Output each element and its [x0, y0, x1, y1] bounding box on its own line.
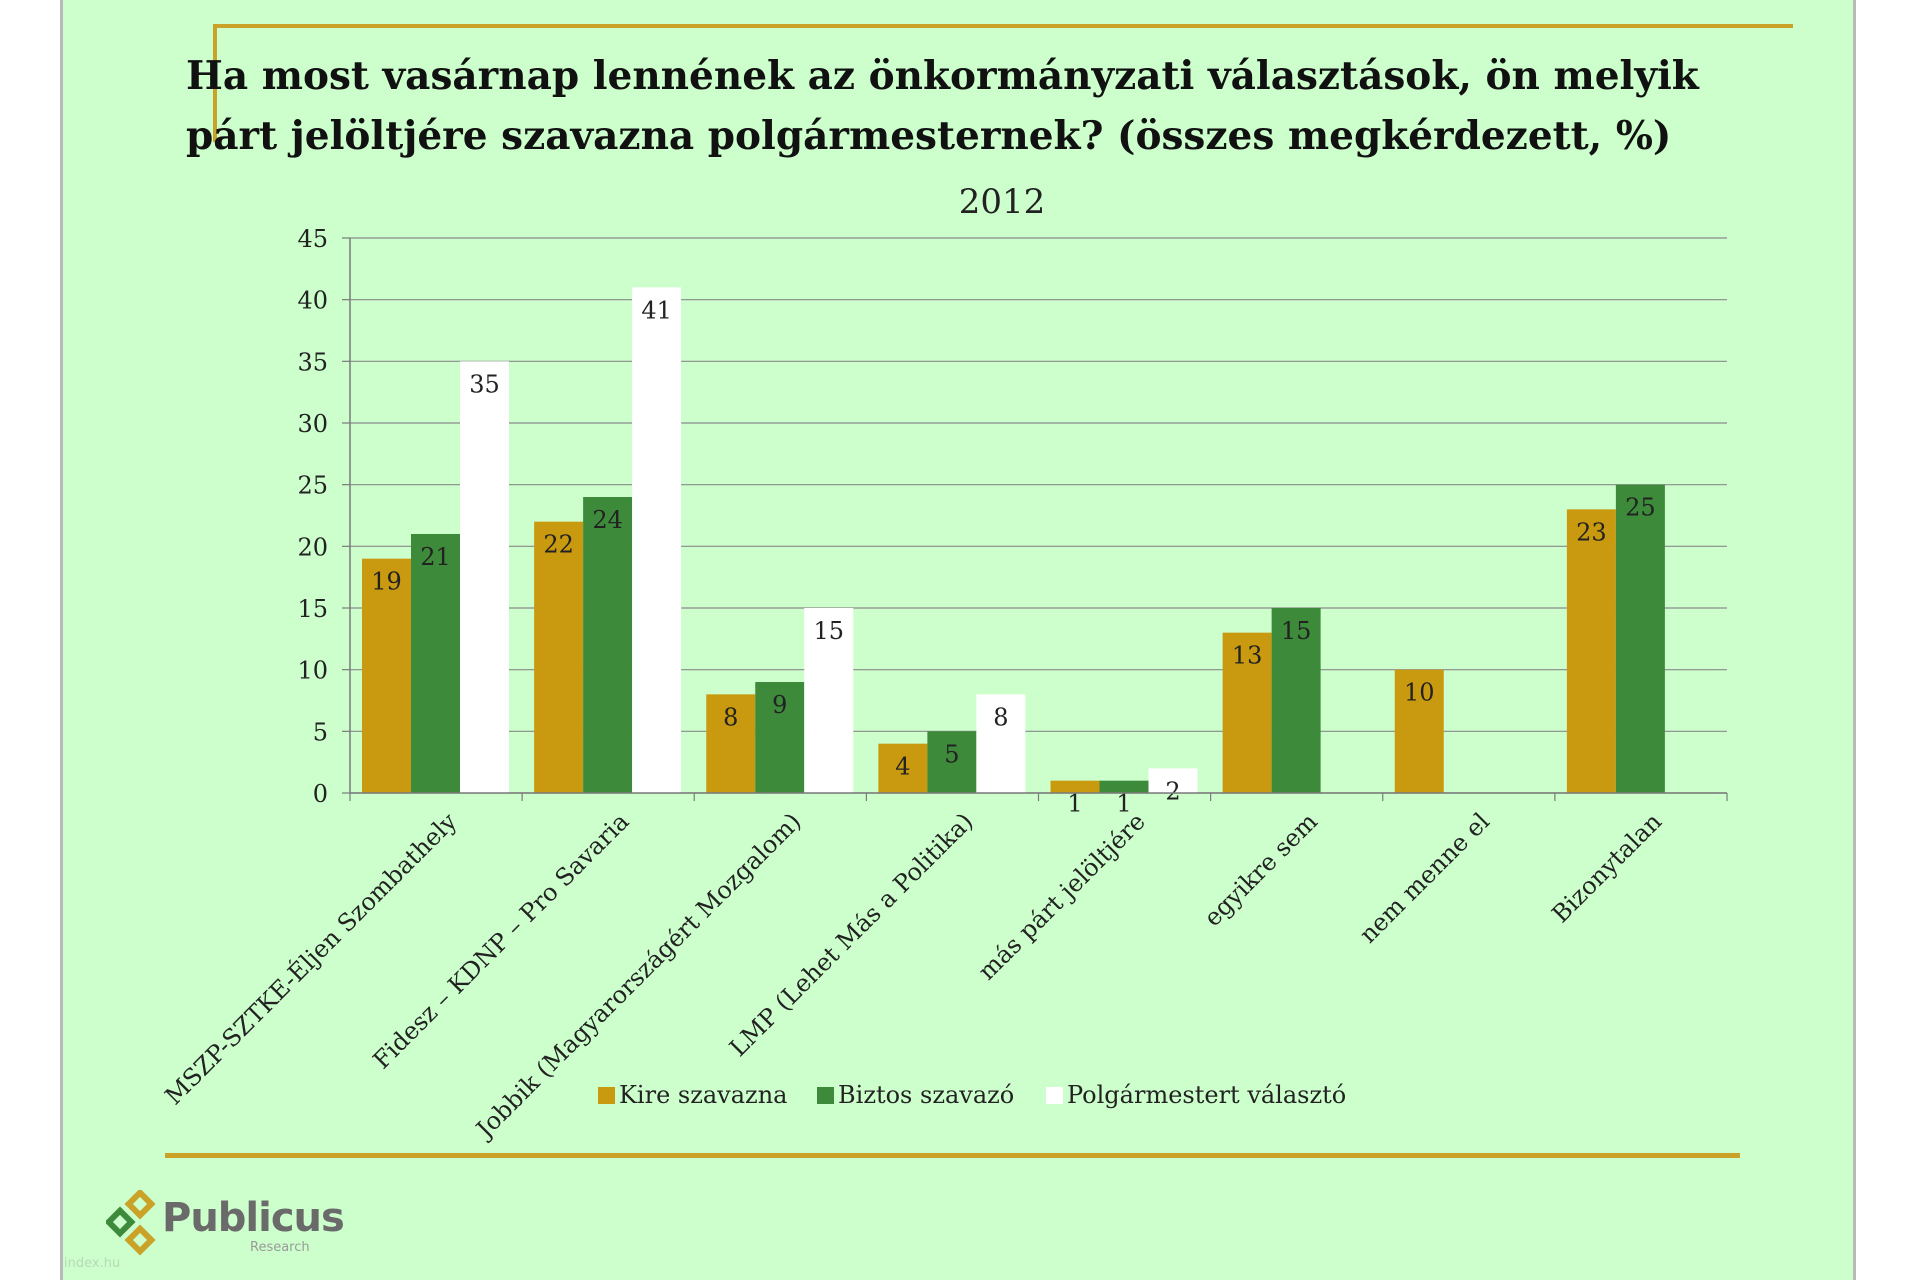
bar — [583, 497, 633, 793]
bar-value-label: 21 — [420, 543, 451, 571]
y-tick-label: 10 — [297, 657, 328, 685]
bar — [1271, 608, 1321, 793]
x-tick-label: Bizonytalan — [1546, 807, 1667, 928]
y-tick-label: 35 — [297, 348, 328, 376]
bar-value-label: 22 — [543, 531, 574, 559]
bar-value-label: 35 — [469, 370, 500, 398]
chart-legend: Kire szavazna Biztos szavazó Polgármestert… — [598, 1081, 1346, 1109]
y-axis: 0 5 10 15 20 25 30 35 40 45 — [297, 225, 351, 808]
x-tick-label: egyikre sem — [1199, 807, 1324, 932]
legend-swatch — [598, 1087, 615, 1104]
title-accent-line-left — [213, 24, 217, 142]
bar-value-label: 25 — [1625, 494, 1656, 522]
bar-value-label: 8 — [723, 703, 738, 731]
legend-label: Polgármestert választó — [1067, 1081, 1346, 1109]
bar-value-label: 5 — [944, 740, 959, 768]
bar — [1394, 669, 1444, 793]
bar-value-label: 13 — [1232, 642, 1263, 670]
bar-value-label: 4 — [895, 753, 910, 781]
bar — [1615, 484, 1665, 793]
y-tick-label: 30 — [297, 410, 328, 438]
legend-swatch — [817, 1087, 834, 1104]
bar — [1050, 780, 1100, 793]
logo-text: Publicus — [162, 1195, 345, 1241]
y-tick-label: 5 — [313, 718, 328, 746]
bar — [706, 694, 756, 793]
x-tick-label: MSZP-SZTKE-Éljen Szombathely — [159, 806, 463, 1110]
bar — [632, 287, 682, 793]
bar-value-label: 9 — [772, 691, 787, 719]
bar-value-label: 10 — [1404, 679, 1435, 707]
bar — [976, 694, 1026, 793]
bar — [804, 608, 854, 793]
bar-value-label: 24 — [592, 506, 623, 534]
bar — [755, 682, 805, 793]
bar — [878, 743, 928, 793]
bar-value-label: 1 — [1116, 790, 1131, 818]
legend-label: Biztos szavazó — [838, 1081, 1014, 1109]
y-tick-label: 0 — [313, 780, 328, 808]
bar-value-label: 19 — [371, 568, 402, 596]
bar — [1099, 780, 1149, 793]
page-title: Ha most vasárnap lennének az önkormányza… — [186, 53, 1699, 159]
x-tick-label: más párt jelöltjére — [973, 807, 1151, 985]
bar — [362, 558, 411, 793]
bar — [1566, 509, 1616, 793]
bar — [460, 361, 509, 793]
bar — [411, 534, 460, 793]
watermark: index.hu — [64, 1256, 121, 1271]
bar — [1148, 768, 1198, 793]
bottom-accent-line — [165, 1153, 1740, 1158]
y-tick-label: 15 — [297, 595, 328, 623]
y-tick-label: 40 — [297, 287, 328, 315]
chart-title: 2012 — [959, 182, 1046, 222]
bar-value-label: 23 — [1576, 518, 1607, 546]
slide-background — [60, 0, 1856, 1280]
y-tick-label: 20 — [297, 533, 328, 561]
chart-bars — [362, 287, 1665, 793]
bar — [1222, 632, 1272, 793]
bar-value-label: 1 — [1067, 790, 1082, 818]
x-tick-label: nem menne el — [1354, 807, 1495, 948]
bar-value-label: 41 — [641, 296, 672, 324]
bar — [927, 731, 977, 793]
legend-label: Kire szavazna — [619, 1081, 787, 1109]
bar-value-label: 15 — [813, 617, 844, 645]
logo-subtext: Research — [250, 1240, 310, 1255]
legend-swatch — [1046, 1087, 1063, 1104]
bar-value-label: 8 — [993, 703, 1008, 731]
bar-value-label: 2 — [1165, 777, 1180, 805]
bar-value-label: 15 — [1281, 617, 1312, 645]
y-tick-label: 25 — [297, 472, 328, 500]
publicus-logo-icon — [106, 1190, 156, 1256]
bar — [534, 521, 584, 793]
title-accent-line-top — [213, 24, 1793, 28]
y-tick-label: 45 — [297, 225, 328, 253]
